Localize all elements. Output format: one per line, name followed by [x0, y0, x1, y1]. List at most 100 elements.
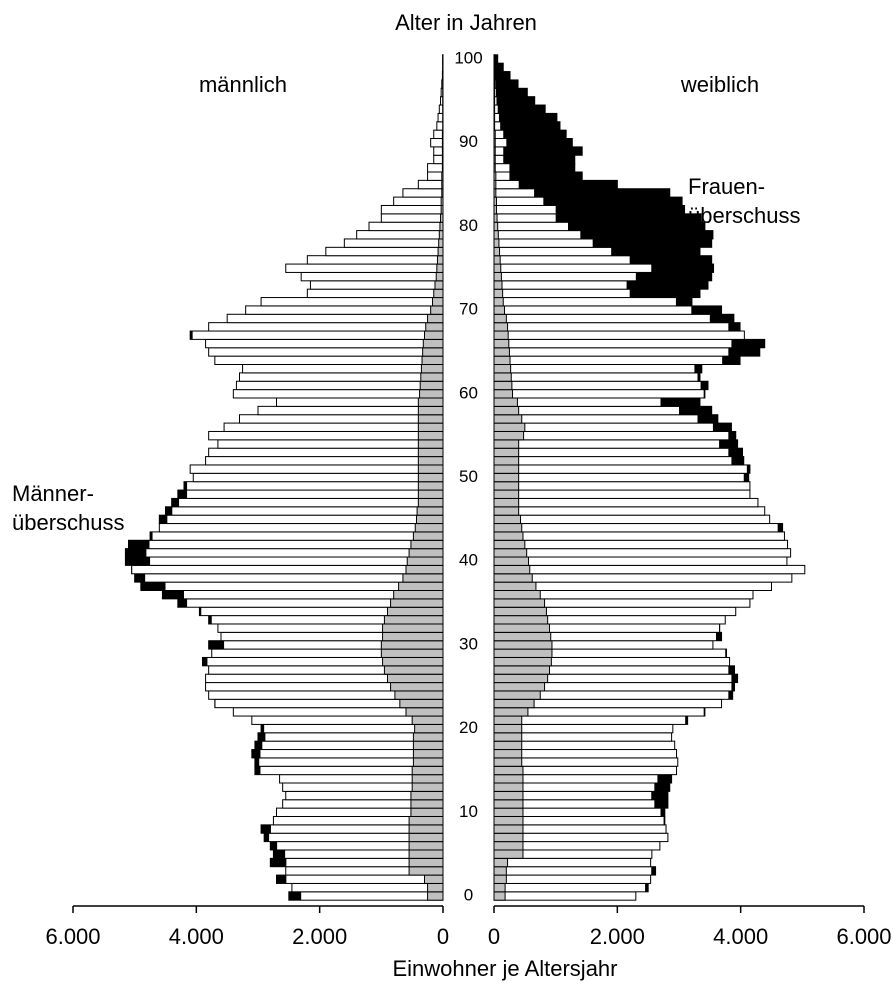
inner-bar: [493, 715, 523, 725]
inner-bar: [493, 774, 524, 784]
surplus-bar: [190, 331, 193, 340]
bar: [493, 355, 741, 366]
inner-bar: [441, 179, 444, 190]
bar: [260, 297, 444, 307]
bar: [493, 422, 732, 432]
inner-bar: [493, 481, 520, 491]
surplus-bar: [626, 280, 708, 290]
inner-bar: [493, 514, 522, 525]
inner-bar: [382, 656, 444, 667]
x-tick-label: 2.000: [292, 924, 347, 949]
y-tick-label: 90: [459, 132, 478, 151]
surplus-bar: [675, 297, 692, 306]
inner-bar: [493, 271, 502, 282]
inner-bar: [427, 882, 444, 893]
inner-bar: [417, 397, 444, 407]
bar: [124, 556, 444, 566]
surplus-bar: [497, 105, 546, 114]
surplus-bar: [171, 498, 180, 507]
inner-bar: [417, 447, 444, 458]
inner-bar: [493, 732, 523, 742]
surplus-bar: [716, 632, 722, 641]
inner-bar: [430, 305, 444, 315]
inner-bar: [405, 564, 444, 575]
surplus-bar: [270, 841, 278, 850]
inner-bar: [493, 740, 523, 751]
inner-bar: [493, 163, 496, 173]
bar: [493, 313, 735, 324]
bar: [493, 330, 745, 340]
surplus-bar: [629, 255, 712, 265]
bar: [493, 523, 784, 533]
inner-bar: [493, 196, 497, 206]
bar: [356, 230, 444, 240]
surplus-bar: [777, 523, 783, 532]
y-tick-label: 50: [459, 467, 478, 486]
x-tick-label: 2.000: [590, 924, 645, 949]
inner-bar: [493, 707, 529, 717]
inner-bar: [493, 129, 496, 140]
x-tick-label: 6.000: [45, 924, 100, 949]
inner-bar: [420, 364, 444, 374]
surplus-bar: [728, 448, 743, 457]
surplus-bar: [261, 824, 271, 834]
inner-bar: [493, 430, 525, 441]
surplus-bar: [177, 490, 188, 499]
inner-bar: [436, 263, 444, 273]
bar: [430, 138, 444, 148]
bar: [493, 464, 751, 474]
inner-bar: [383, 665, 444, 675]
surplus-bar: [199, 607, 202, 616]
bar: [214, 355, 444, 366]
inner-bar: [493, 364, 512, 374]
inner-bar: [398, 581, 444, 591]
bar: [189, 330, 444, 340]
bar: [427, 171, 444, 181]
surplus-bar: [703, 707, 705, 717]
surplus-bar: [555, 205, 685, 214]
bar: [493, 489, 751, 499]
series-label: weiblich: [680, 72, 759, 97]
inner-bar: [493, 213, 498, 223]
inner-bar: [493, 422, 526, 432]
surplus-bar: [697, 372, 700, 382]
surplus-bar: [288, 891, 302, 901]
bar: [433, 146, 444, 156]
y-tick-label: 10: [459, 802, 478, 821]
surplus-bar: [503, 146, 583, 156]
surplus-bar: [657, 774, 672, 784]
bar: [171, 497, 444, 508]
inner-bar: [434, 280, 444, 290]
inner-bar: [417, 422, 444, 432]
bar: [343, 238, 444, 248]
inner-bar: [493, 581, 537, 591]
bar: [226, 313, 444, 324]
inner-bar: [416, 506, 444, 516]
surplus-bar: [214, 699, 216, 708]
inner-bar: [493, 749, 523, 759]
bar: [493, 573, 793, 583]
inner-bar: [411, 765, 444, 776]
inner-bar: [387, 673, 444, 684]
inner-bar: [441, 146, 444, 156]
surplus-bar: [728, 322, 741, 332]
bar: [427, 163, 444, 173]
surplus-bar: [703, 389, 705, 398]
surplus-bar: [629, 289, 700, 298]
bar: [124, 548, 444, 558]
surplus-bar: [719, 623, 720, 633]
inner-bar: [493, 313, 507, 324]
surplus-bar: [712, 423, 732, 432]
inner-bar: [412, 757, 444, 767]
x-tick-label: 4.000: [713, 924, 768, 949]
bar: [149, 531, 444, 541]
bar: [433, 154, 444, 165]
inner-bar: [441, 154, 444, 165]
surplus-bar: [743, 473, 749, 482]
inner-bar: [493, 96, 496, 106]
surplus-bar: [503, 155, 575, 164]
inner-bar: [493, 497, 520, 508]
bar: [393, 196, 444, 206]
inner-bar: [425, 322, 444, 332]
